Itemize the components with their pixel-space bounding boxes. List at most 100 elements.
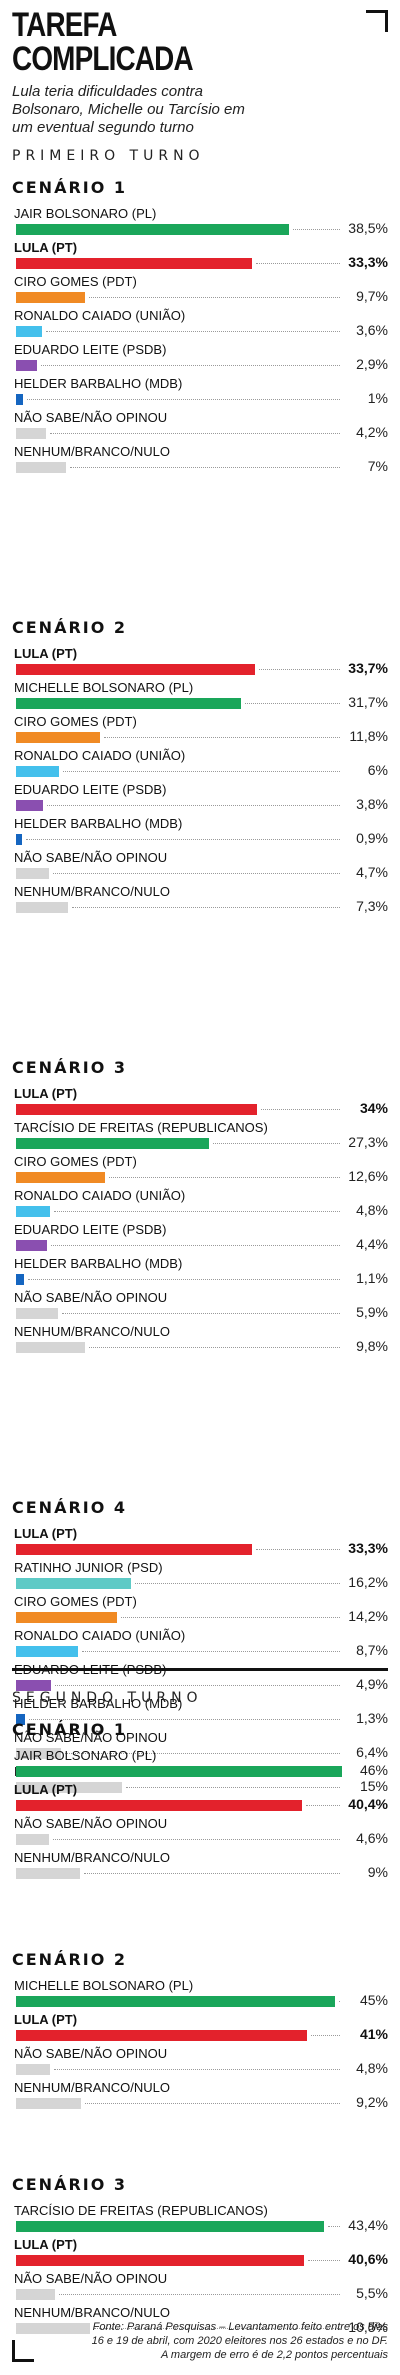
bar-value: 40,6% xyxy=(348,2251,388,2267)
leader-dots xyxy=(49,433,340,434)
bar-label: JAIR BOLSONARO (PL) xyxy=(14,206,157,221)
bar-track xyxy=(16,1172,342,1183)
bar-label: CIRO GOMES (PDT) xyxy=(14,274,137,289)
source-note-line-2: 16 e 19 de abril, com 2020 eleitores nos… xyxy=(91,2335,388,2347)
bar-label: NENHUM/BRANCO/NULO xyxy=(14,2305,171,2320)
bar-value: 4,9% xyxy=(356,1676,388,1692)
bar-lula-pt xyxy=(16,1104,257,1115)
bar-value: 31,7% xyxy=(348,694,388,710)
bar-value: 3,8% xyxy=(356,796,388,812)
bar-lula-pt xyxy=(16,664,255,675)
bar-row: EDUARDO LEITE (PSDB) 2,9% xyxy=(12,342,388,372)
bar-label: CIRO GOMES (PDT) xyxy=(14,1594,137,1609)
bar-track xyxy=(16,1714,342,1725)
bar-nao-sabe-nao-opinou xyxy=(16,1748,62,1759)
bar-track xyxy=(16,2221,342,2232)
leader-dots xyxy=(45,331,340,332)
bar-nenhum-branco-nulo xyxy=(16,902,68,913)
bar-track xyxy=(16,1612,342,1623)
bar-track xyxy=(16,732,342,743)
bar-michelle-bolsonaro-pl xyxy=(16,698,241,709)
bar-track xyxy=(16,1342,342,1353)
leader-dots xyxy=(260,1109,340,1110)
bar-row: RONALDO CAIADO (UNIÃO) 6% xyxy=(12,748,388,778)
scenario-title-segundo-cenario-3: CENÁRIO 3 xyxy=(12,2175,128,2194)
bar-value: 43,4% xyxy=(348,2217,388,2233)
bar-eduardo-leite-psdb xyxy=(16,1240,48,1251)
leader-dots xyxy=(338,2001,340,2002)
source-note-line-1: Fonte: Paraná Pesquisas – Levantamento f… xyxy=(92,2321,388,2333)
bar-track xyxy=(16,1206,342,1217)
bar-value: 5,5% xyxy=(356,2285,388,2301)
bar-label: LULA (PT) xyxy=(14,1086,78,1101)
bar-row: HELDER BARBALHO (MDB) 1,1% xyxy=(12,1256,388,1286)
bar-label: HELDER BARBALHO (MDB) xyxy=(14,376,183,391)
leader-dots xyxy=(94,2328,340,2329)
bar-eduardo-leite-psdb xyxy=(16,800,43,811)
bar-value: 4,6% xyxy=(356,1830,388,1846)
leader-dots xyxy=(103,737,340,738)
bar-label: JAIR BOLSONARO (PL) xyxy=(14,1748,157,1763)
bar-track xyxy=(16,1996,342,2007)
leader-dots xyxy=(255,263,340,264)
bar-track xyxy=(16,800,342,811)
bar-ronaldo-caiado-uniao xyxy=(16,1206,51,1217)
bar-label: EDUARDO LEITE (PSDB) xyxy=(14,342,167,357)
bar-track xyxy=(16,428,342,439)
bar-nao-sabe-nao-opinou xyxy=(16,428,46,439)
leader-dots xyxy=(51,1245,340,1246)
page-title: TAREFA COMPLICADA xyxy=(12,6,194,78)
leader-dots xyxy=(69,467,340,468)
leader-dots xyxy=(292,229,340,230)
bar-nao-sabe-nao-opinou xyxy=(16,2289,55,2300)
round-title-primeiro: PRIMEIRO TURNO xyxy=(12,148,205,164)
bar-value: 46% xyxy=(359,1762,388,1778)
leader-dots xyxy=(54,1685,340,1686)
leader-dots xyxy=(81,1651,340,1652)
bar-row: NÃO SABE/NÃO OPINOU 4,2% xyxy=(12,410,388,440)
leader-dots xyxy=(109,1177,340,1178)
bar-nao-sabe-nao-opinou xyxy=(16,868,50,879)
bar-label: CIRO GOMES (PDT) xyxy=(14,1154,137,1169)
bar-value: 33,7% xyxy=(348,660,388,676)
bar-label: EDUARDO LEITE (PSDB) xyxy=(14,782,167,797)
round-title-segundo: SEGUNDO TURNO xyxy=(12,1690,203,1706)
bar-value: 9% xyxy=(367,1864,388,1880)
bar-helder-barbalho-mdb xyxy=(16,834,23,845)
bar-value: 6,4% xyxy=(356,1744,388,1760)
bar-row: NÃO SABE/NÃO OPINOU 4,7% xyxy=(12,850,388,880)
bar-track xyxy=(16,1138,342,1149)
bar-track xyxy=(16,1308,342,1319)
bar-row: NENHUM/BRANCO/NULO 9,8% xyxy=(12,1324,388,1354)
bar-track xyxy=(16,2030,342,2041)
bar-lula-pt xyxy=(16,2255,304,2266)
bar-tarcisio-de-freitas-republicanos xyxy=(16,1138,210,1149)
bar-label: LULA (PT) xyxy=(14,2012,78,2027)
bar-row: LULA (PT) 40,6% xyxy=(12,2237,388,2267)
bar-value: 40,4% xyxy=(348,1796,388,1812)
bar-value: 4,4% xyxy=(356,1236,388,1252)
leader-dots xyxy=(61,1313,340,1314)
bar-helder-barbalho-mdb xyxy=(16,394,24,405)
leader-dots xyxy=(58,2294,340,2295)
bar-row: JAIR BOLSONARO (PL) 38,5% xyxy=(12,206,388,236)
bar-label: NÃO SABE/NÃO OPINOU xyxy=(14,850,168,865)
bar-michelle-bolsonaro-pl xyxy=(16,1996,335,2007)
bar-track xyxy=(16,360,342,371)
bar-value: 11,8% xyxy=(349,728,388,744)
bar-ciro-gomes-pdt xyxy=(16,1172,106,1183)
bar-value: 4,7% xyxy=(356,864,388,880)
bar-nao-sabe-nao-opinou xyxy=(16,2064,51,2075)
bar-track xyxy=(16,1274,342,1285)
bar-track xyxy=(16,1104,342,1115)
leader-dots xyxy=(88,297,340,298)
bar-label: TARCÍSIO DE FREITAS (REPUBLICANOS) xyxy=(14,2203,268,2218)
leader-dots xyxy=(307,2260,340,2261)
bar-helder-barbalho-mdb xyxy=(16,1714,26,1725)
leader-dots xyxy=(306,1805,340,1806)
bar-ronaldo-caiado-uniao xyxy=(16,766,59,777)
leader-dots xyxy=(65,1753,340,1754)
bar-value: 1,1% xyxy=(356,1270,388,1286)
bar-row: CIRO GOMES (PDT) 12,6% xyxy=(12,1154,388,1184)
bar-label: NENHUM/BRANCO/NULO xyxy=(14,444,171,459)
